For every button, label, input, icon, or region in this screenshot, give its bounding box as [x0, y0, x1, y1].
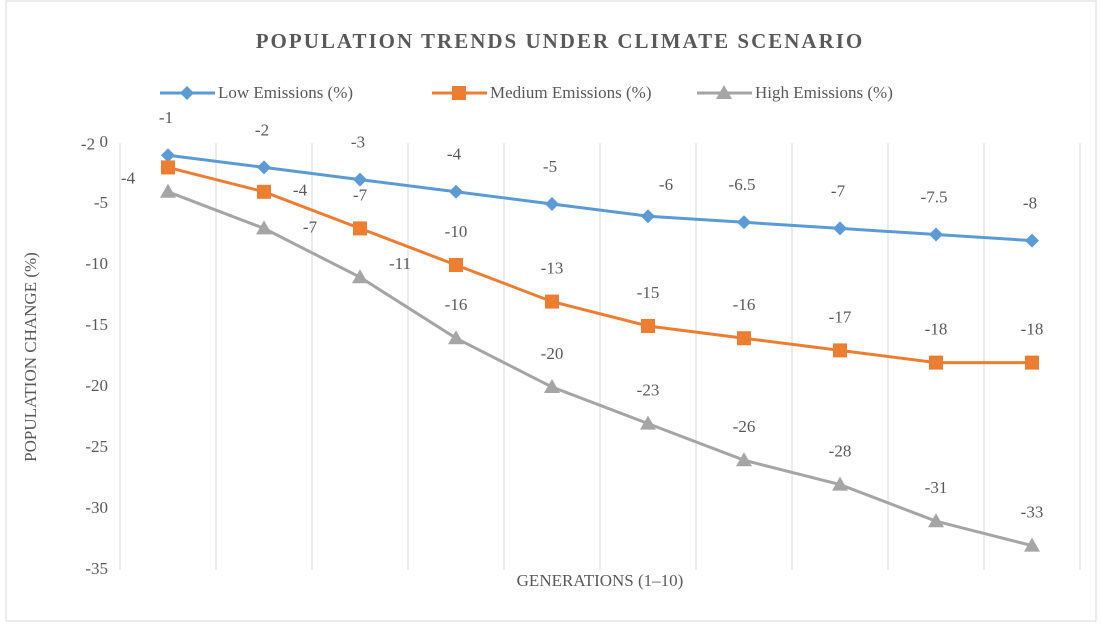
data-label: -7	[831, 181, 846, 200]
data-point	[929, 355, 943, 370]
data-point	[1025, 355, 1039, 370]
data-label: -5	[543, 157, 557, 176]
data-label: -18	[1021, 320, 1044, 339]
data-label: -4	[447, 145, 462, 164]
data-point	[1025, 233, 1039, 248]
series-line	[167, 153, 1033, 243]
chart-border	[5, 0, 1097, 622]
data-label: -26	[733, 417, 756, 436]
data-point	[161, 148, 175, 163]
data-point	[736, 452, 752, 467]
y-tick-label: -35	[85, 559, 108, 578]
data-point	[257, 184, 271, 199]
data-point	[641, 319, 655, 333]
data-label: -7	[353, 185, 368, 204]
data-label: -6	[659, 175, 673, 194]
data-label: -2	[81, 134, 95, 153]
data-point	[353, 172, 367, 187]
data-point	[449, 184, 463, 199]
legend-marker	[716, 85, 732, 99]
data-label: -4	[121, 169, 136, 188]
legend-marker	[180, 86, 194, 100]
data-point	[352, 269, 368, 284]
legend-label: High Emissions (%)	[755, 83, 893, 102]
data-label: -4	[293, 181, 308, 200]
data-point	[737, 215, 751, 230]
series-line	[167, 165, 1032, 365]
data-label: -16	[445, 295, 468, 314]
data-point	[929, 227, 943, 242]
y-tick-label: -30	[85, 498, 108, 517]
data-label: -17	[829, 307, 852, 326]
data-label: -7.5	[921, 187, 948, 206]
y-tick-label: 0	[100, 132, 109, 151]
y-tick-label: -5	[94, 193, 108, 212]
data-point	[257, 160, 271, 175]
data-label: -10	[445, 222, 468, 241]
data-point	[256, 220, 272, 235]
data-point	[737, 331, 751, 346]
data-point	[161, 160, 175, 175]
y-axis-title: POPULATION CHANGE (%)	[21, 252, 40, 462]
legend-marker	[452, 86, 466, 100]
data-point	[353, 221, 367, 236]
data-point	[160, 183, 176, 198]
data-point	[833, 343, 847, 358]
data-point	[449, 258, 463, 272]
data-label: -2	[255, 120, 269, 139]
data-label: -23	[637, 381, 660, 400]
data-point	[544, 379, 560, 393]
data-label: -31	[925, 478, 948, 497]
y-tick-label: -15	[85, 315, 108, 334]
data-label: -20	[541, 344, 564, 363]
y-tick-label: -10	[85, 254, 108, 273]
legend-label: Medium Emissions (%)	[490, 83, 652, 102]
data-label: -11	[389, 254, 411, 273]
data-point	[832, 476, 848, 491]
series-line	[167, 190, 1033, 548]
data-label: -8	[1023, 194, 1037, 213]
y-tick-label: -25	[85, 437, 108, 456]
data-point	[640, 415, 656, 430]
y-tick-label: -20	[85, 376, 108, 395]
chart-title: POPULATION TRENDS UNDER CLIMATE SCENARIO	[256, 29, 865, 53]
x-axis-title: GENERATIONS (1–10)	[517, 571, 684, 590]
data-label: -6.5	[729, 175, 756, 194]
data-label: -16	[733, 295, 756, 314]
data-point	[928, 513, 944, 528]
data-label: -18	[925, 320, 948, 339]
data-point	[545, 197, 559, 211]
data-point	[545, 294, 559, 309]
data-point	[1024, 537, 1040, 552]
data-label: -28	[829, 442, 852, 461]
legend-label: Low Emissions (%)	[218, 83, 353, 102]
data-point	[833, 221, 847, 236]
data-label: -15	[637, 283, 660, 302]
data-label: -3	[351, 133, 365, 152]
data-label: -13	[541, 259, 564, 278]
data-point	[641, 209, 655, 224]
data-label: -33	[1021, 503, 1044, 522]
data-label: -7	[303, 217, 318, 236]
data-point	[448, 330, 464, 345]
data-label: -1	[159, 108, 173, 127]
